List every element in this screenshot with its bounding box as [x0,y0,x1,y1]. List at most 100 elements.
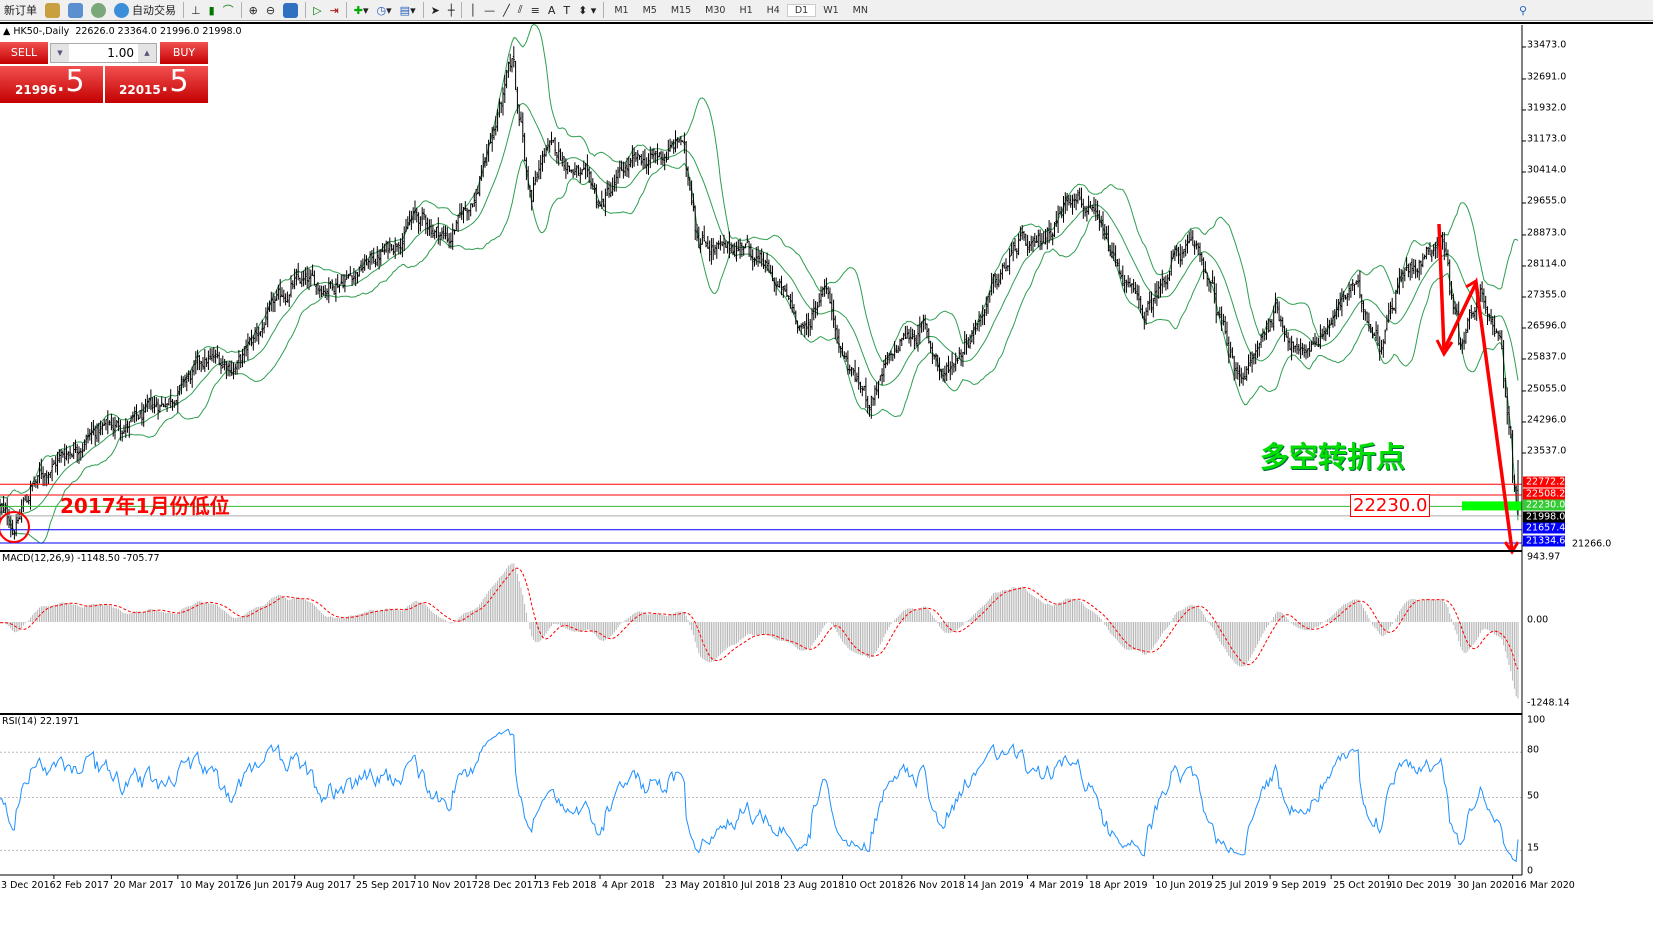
price-bar [947,355,950,374]
timeframe-m1[interactable]: M1 [614,4,629,16]
volume-up-button[interactable]: ▲ [138,44,156,62]
price-bar [1349,283,1352,298]
text-tool[interactable]: A [547,3,556,17]
text-label-tool[interactable]: T [563,3,571,17]
price-bar [886,352,889,366]
price-bar [67,451,70,464]
price-bar [1488,313,1491,322]
timeframe-w1[interactable]: W1 [823,4,839,16]
price-bar [685,140,688,177]
price-bar [471,203,474,208]
indicators-button[interactable]: ✚ ▾ [353,3,369,17]
new-order-button[interactable]: 新订单 [4,4,37,17]
date-axis-label: 16 Mar 2020 [1514,880,1575,891]
level-price-label[interactable]: 22230.0 [1350,494,1431,517]
timeframe-h4[interactable]: H4 [766,4,780,16]
price-tag: 21998.0 [1523,511,1565,523]
price-bar [290,275,292,298]
price-bar [1481,281,1484,303]
market-watch-button[interactable] [64,1,87,20]
bar-chart-button[interactable]: ⊥ [191,3,201,17]
price-bar [568,165,571,173]
cursor-tool[interactable]: ➤ [427,1,444,20]
low-value: 21996.0 [159,26,200,37]
sell-button[interactable]: SELL [0,42,48,64]
navigator-button[interactable] [41,1,64,20]
price-bar [1136,284,1139,301]
timeframe-d1[interactable]: D1 [786,3,817,17]
bollinger-lower-band [0,158,1519,544]
timeframe-m15[interactable]: M15 [670,4,692,16]
zoom-in-button[interactable]: ⊕ [245,1,262,20]
buy-price-button[interactable]: 22015 .5 [105,64,208,103]
price-bar [1303,344,1306,358]
price-bar [121,430,124,442]
rsi-axis-label: 100 [1527,714,1546,726]
separator [305,2,307,18]
vertical-line-tool[interactable]: │ [469,3,477,17]
low-annotation[interactable]: 2017年1月份低位 [60,494,230,518]
price-bar [1495,328,1498,334]
timeframe-m5[interactable]: M5 [642,4,657,16]
crosshair-tool[interactable]: ┼ [444,1,459,20]
level-highlight-bar [1462,501,1522,511]
volume-input[interactable]: 1.00 [107,46,134,60]
rsi-axis-label: 15 [1527,842,1540,854]
auto-trading-button[interactable]: 自动交易 [110,1,180,20]
price-tag: 22772.2 [1523,476,1565,488]
price-bar [527,166,530,190]
macd-axis-label: -1248.14 [1527,697,1570,709]
price-bar [837,328,840,353]
price-bar [38,462,41,484]
fibonacci-tool[interactable]: ≡ [530,3,540,17]
price-bar [2,496,5,513]
price-bar [135,404,138,422]
price-bar [1364,309,1367,321]
periods-button[interactable]: ◷ ▾ [376,3,392,17]
candle-chart-button[interactable]: ▮ [208,3,215,17]
price-bar [703,225,706,242]
arrows-tool[interactable]: ⬍ ▾ [578,3,597,17]
zoom-out-button[interactable]: ⊖ [262,1,279,20]
templates-button[interactable]: ▤ ▾ [399,3,416,17]
price-bar [1024,233,1027,247]
channel-tool[interactable]: ⫽ [517,3,523,16]
chart-shift-button[interactable]: ⇥ [329,3,339,17]
price-bar [924,314,927,330]
price-bar [572,168,575,178]
volume-down-button[interactable]: ▼ [51,44,69,62]
price-bar [202,356,204,370]
horizontal-line-tool[interactable]: — [484,3,496,17]
price-bar [351,275,354,286]
price-bar [1402,270,1404,289]
price-bar [987,295,989,314]
price-bar [1491,315,1494,336]
buy-button[interactable]: BUY [160,42,208,64]
turning-point-annotation[interactable]: 多空转折点 [1260,440,1406,474]
price-bar [1202,257,1205,280]
date-axis-label: 13 Feb 2018 [537,880,597,891]
signals-button[interactable] [87,1,110,20]
price-bar [537,160,540,180]
price-bar [1109,245,1112,257]
template-icon: ▤ [399,3,411,17]
price-bar [1414,259,1417,279]
price-axis-label: 29655.0 [1527,195,1567,207]
line-chart-button[interactable]: ⌒ [222,4,234,17]
price-bar [1042,231,1045,244]
trendline-tool[interactable]: ╱ [503,3,510,17]
price-bar [1393,307,1395,311]
chart-canvas[interactable] [0,24,1653,946]
price-bar [516,86,519,114]
autoscroll-button[interactable]: ▷ [313,3,322,17]
timeframe-h1[interactable]: H1 [739,4,753,16]
volume-stepper[interactable]: ▼ 1.00 ▲ [50,43,157,63]
timeframe-m30[interactable]: M30 [705,4,726,16]
timeframe-mn[interactable]: MN [852,4,868,16]
price-bar [255,322,258,342]
tile-windows-button[interactable] [279,1,302,20]
price-bar [536,171,539,183]
search-button[interactable]: ⚲ [1515,1,1531,20]
sell-price-button[interactable]: 21996 .5 [0,64,103,103]
price-bar [969,334,972,349]
